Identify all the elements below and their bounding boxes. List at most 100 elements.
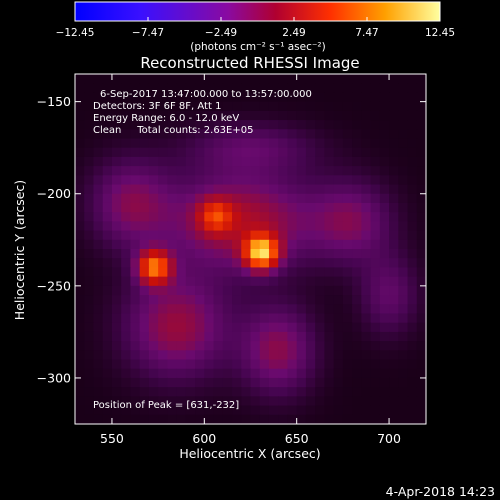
heatmap-cell	[324, 322, 335, 333]
heatmap-cell	[232, 212, 242, 222]
heatmap-cell	[232, 239, 242, 250]
heatmap-cell	[324, 129, 335, 140]
heatmap-cell	[250, 74, 261, 84]
heatmap-cell	[250, 267, 261, 278]
heatmap-cell	[232, 359, 242, 370]
heatmap-cell	[75, 83, 85, 94]
heatmap-cell	[278, 377, 289, 388]
heatmap-cell	[324, 147, 335, 158]
heatmap-cell	[195, 175, 205, 186]
heatmap-cell	[195, 322, 205, 333]
heatmap-cell	[296, 350, 307, 361]
heatmap-cell	[305, 239, 316, 250]
heatmap-cell	[324, 110, 335, 121]
heatmap-cell	[259, 396, 270, 407]
heatmap-cell	[259, 212, 270, 222]
heatmap-cell	[167, 258, 178, 269]
heatmap-cell	[222, 193, 233, 204]
heatmap-cell	[148, 304, 159, 315]
heatmap-cell	[176, 258, 187, 269]
heatmap-cell	[416, 249, 427, 259]
heatmap-cell	[268, 156, 279, 167]
heatmap-cell	[315, 202, 325, 213]
heatmap-cell	[398, 147, 409, 158]
heatmap-cell	[315, 129, 325, 140]
heatmap-cell	[93, 184, 104, 195]
heatmap-cell	[167, 249, 178, 259]
heatmap-cell	[93, 258, 104, 269]
heatmap-cell	[222, 414, 233, 425]
heatmap-cell	[139, 331, 150, 342]
heatmap-cell	[84, 120, 95, 130]
heatmap-cell	[176, 396, 187, 407]
heatmap-cell	[102, 239, 113, 250]
heatmap-cell	[370, 267, 381, 278]
heatmap-cell	[379, 230, 390, 241]
heatmap-cell	[379, 83, 390, 94]
heatmap-cell	[278, 331, 289, 342]
heatmap-cell	[315, 147, 325, 158]
heatmap-cell	[213, 258, 224, 269]
heatmap-cell	[352, 129, 362, 140]
heatmap-cell	[287, 101, 298, 112]
heatmap-cell	[148, 313, 159, 324]
heatmap-cell	[130, 120, 141, 130]
heatmap-cell	[370, 166, 381, 176]
heatmap-cell	[158, 322, 168, 333]
heatmap-cell	[84, 304, 95, 315]
heatmap-cell	[250, 221, 261, 232]
heatmap-cell	[148, 341, 159, 351]
heatmap-cell	[148, 377, 159, 388]
heatmap-cell	[84, 138, 95, 149]
heatmap-cell	[204, 193, 215, 204]
heatmap-cell	[250, 120, 261, 130]
heatmap-cell	[176, 138, 187, 149]
heatmap-cell	[213, 285, 224, 296]
heatmap-cell	[305, 184, 316, 195]
heatmap-cell	[102, 249, 113, 259]
heatmap-cell	[389, 396, 399, 407]
heatmap-cell	[250, 368, 261, 379]
observation-info: 6-Sep-2017 13:47:00.000 to 13:57:00.000 …	[93, 89, 312, 136]
heatmap-cell	[342, 313, 353, 324]
heatmap-cell	[167, 414, 178, 425]
heatmap-cell	[379, 396, 390, 407]
heatmap-cell	[342, 230, 353, 241]
heatmap-cell	[75, 193, 85, 204]
heatmap-cell	[232, 193, 242, 204]
heatmap-cell	[389, 387, 399, 397]
heatmap-cell	[139, 184, 150, 195]
heatmap-cell	[379, 175, 390, 186]
heatmap-cell	[352, 322, 362, 333]
heatmap-cell	[148, 350, 159, 361]
heatmap-cell	[222, 83, 233, 94]
heatmap-cell	[398, 230, 409, 241]
heatmap-cell	[84, 101, 95, 112]
heatmap-cell	[222, 129, 233, 140]
heatmap-cell	[342, 396, 353, 407]
heatmap-cell	[195, 230, 205, 241]
heatmap-cell	[213, 156, 224, 167]
heatmap-cell	[315, 258, 325, 269]
heatmap-cell	[139, 396, 150, 407]
heatmap-cell	[333, 239, 344, 250]
heatmap-cell	[93, 249, 104, 259]
heatmap-cell	[278, 368, 289, 379]
heatmap-cell	[121, 341, 132, 351]
heatmap-cell	[241, 212, 252, 222]
heatmap-cell	[102, 92, 113, 103]
heatmap-cell	[241, 221, 252, 232]
heatmap-cell	[278, 101, 289, 112]
colorbar-tick-label: −7.47	[132, 27, 164, 39]
heatmap-cell	[213, 147, 224, 158]
heatmap-cell	[324, 120, 335, 130]
heatmap-cell	[195, 359, 205, 370]
heatmap-cell	[370, 74, 381, 84]
heatmap-cell	[158, 414, 168, 425]
heatmap-cell	[370, 212, 381, 222]
heatmap-cell	[232, 129, 242, 140]
heatmap-cell	[389, 350, 399, 361]
heatmap-cell	[241, 193, 252, 204]
heatmap-cell	[250, 258, 261, 269]
